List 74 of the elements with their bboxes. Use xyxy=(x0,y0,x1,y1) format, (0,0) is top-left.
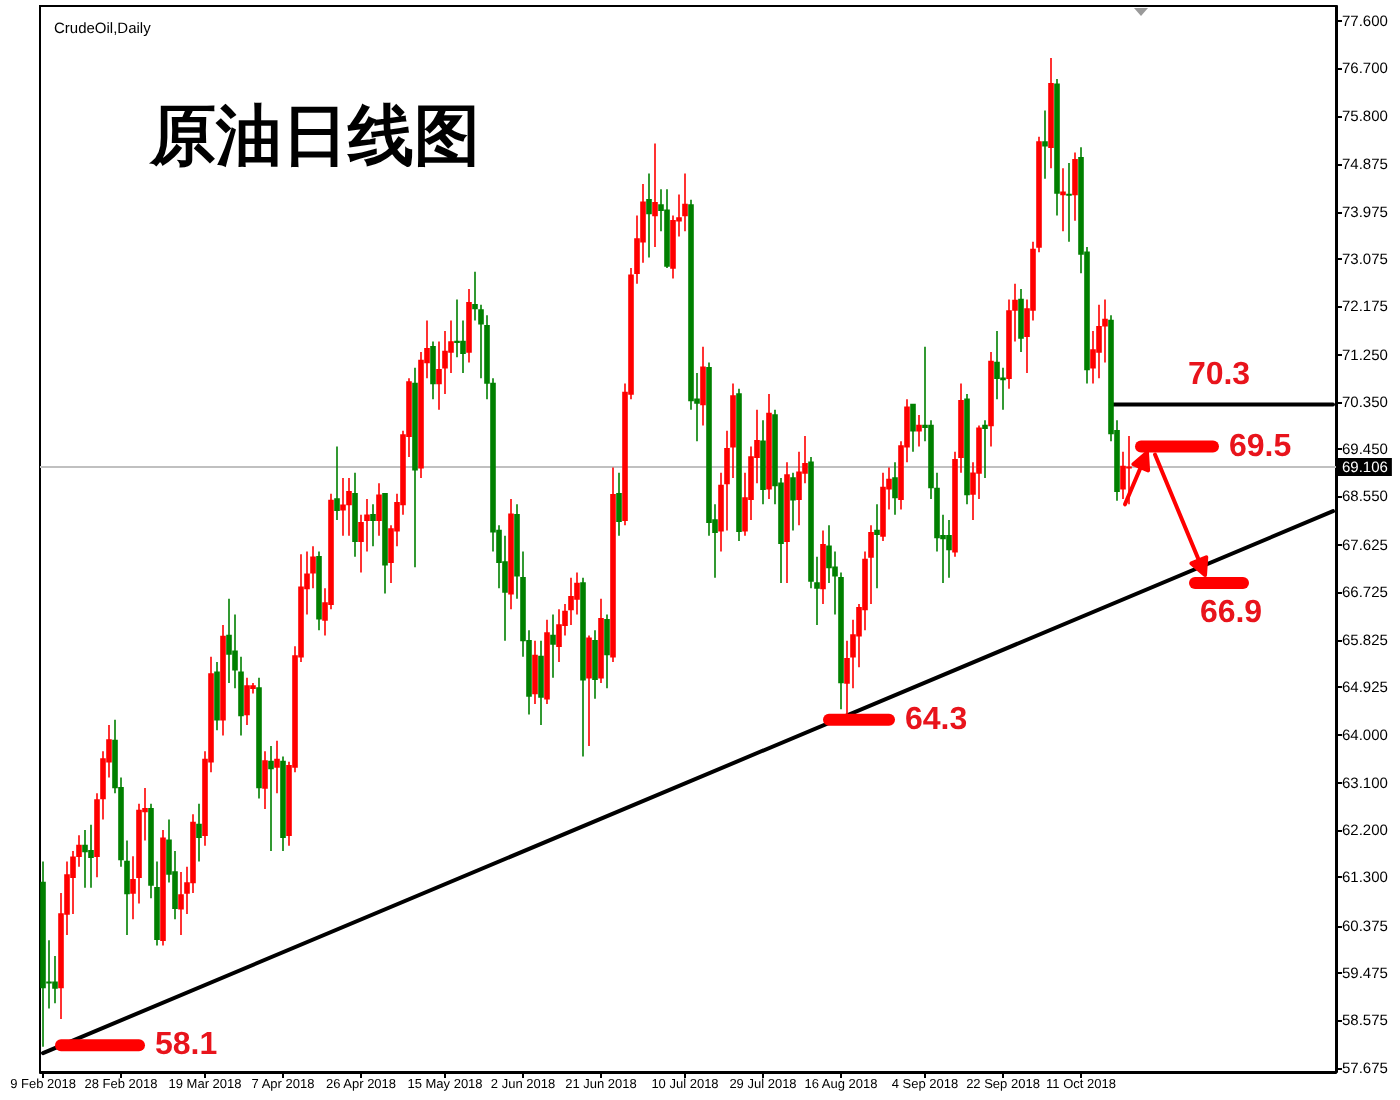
candlestick xyxy=(982,419,988,479)
candlestick xyxy=(1060,167,1066,233)
candlestick xyxy=(550,613,556,679)
candlestick xyxy=(370,503,376,548)
candlestick xyxy=(1048,57,1054,170)
candlestick xyxy=(40,860,46,1048)
candlestick xyxy=(790,472,796,532)
candlestick xyxy=(376,482,382,537)
candlestick xyxy=(280,755,286,852)
candlestick xyxy=(316,550,322,632)
candlestick xyxy=(382,493,388,595)
candlestick xyxy=(268,745,274,852)
candlestick xyxy=(220,624,226,737)
candlestick xyxy=(274,739,280,794)
candlestick xyxy=(532,640,538,705)
candlestick xyxy=(604,613,610,689)
candlestick xyxy=(664,188,670,269)
candlestick xyxy=(82,829,88,889)
candlestick xyxy=(610,466,616,663)
data-label: 69.5 xyxy=(1229,429,1292,464)
candlestick xyxy=(1126,435,1132,506)
candlestick xyxy=(196,802,202,863)
candlestick xyxy=(1066,162,1072,243)
candlestick xyxy=(946,519,952,579)
candlestick xyxy=(964,393,970,506)
candlestick xyxy=(652,142,658,248)
candlestick xyxy=(880,472,886,542)
candlestick xyxy=(508,498,514,611)
candlestick xyxy=(580,577,586,758)
candlestick xyxy=(226,598,232,684)
candlestick xyxy=(244,676,250,726)
candlestick xyxy=(760,419,766,506)
candlestick xyxy=(1042,109,1048,180)
candlestick xyxy=(1096,304,1102,380)
candlestick xyxy=(736,388,742,542)
candlestick xyxy=(892,461,898,516)
candlestick xyxy=(1018,288,1024,353)
candlestick xyxy=(214,661,220,731)
candlestick xyxy=(556,608,562,663)
candlestick xyxy=(784,461,790,584)
candlestick xyxy=(766,393,772,500)
candlestick xyxy=(340,477,346,537)
text: 原油日线图 xyxy=(148,96,480,174)
candlestick xyxy=(352,472,358,558)
candlestick xyxy=(874,503,880,590)
candlestick xyxy=(700,346,706,427)
candlestick xyxy=(262,750,268,810)
data-label: 58.1 xyxy=(155,1028,218,1063)
candlestick xyxy=(466,288,472,364)
data-label: 70.3 xyxy=(1187,357,1251,392)
candlestick xyxy=(1054,78,1060,217)
candlestick xyxy=(334,445,340,521)
candlestick xyxy=(178,871,184,936)
candlestick xyxy=(916,414,922,448)
candlestick xyxy=(412,367,418,569)
candlestick xyxy=(544,619,550,705)
candlestick xyxy=(430,340,436,401)
candlestick xyxy=(160,829,166,947)
candlestick xyxy=(256,676,262,800)
candlestick xyxy=(1072,151,1078,222)
candlestick xyxy=(988,351,994,448)
candlestick xyxy=(646,172,652,259)
candlestick xyxy=(88,823,94,889)
candlestick xyxy=(910,403,916,453)
candlestick xyxy=(682,172,688,233)
candlestick xyxy=(820,529,826,605)
data-label: 64.3 xyxy=(905,702,968,737)
candlestick xyxy=(586,634,592,747)
candlestick xyxy=(346,477,352,537)
data-label: 66.9 xyxy=(1199,596,1263,631)
candlestick xyxy=(592,629,598,700)
candlestick xyxy=(616,472,622,537)
candlestick xyxy=(538,640,544,726)
candlestick xyxy=(598,598,604,684)
